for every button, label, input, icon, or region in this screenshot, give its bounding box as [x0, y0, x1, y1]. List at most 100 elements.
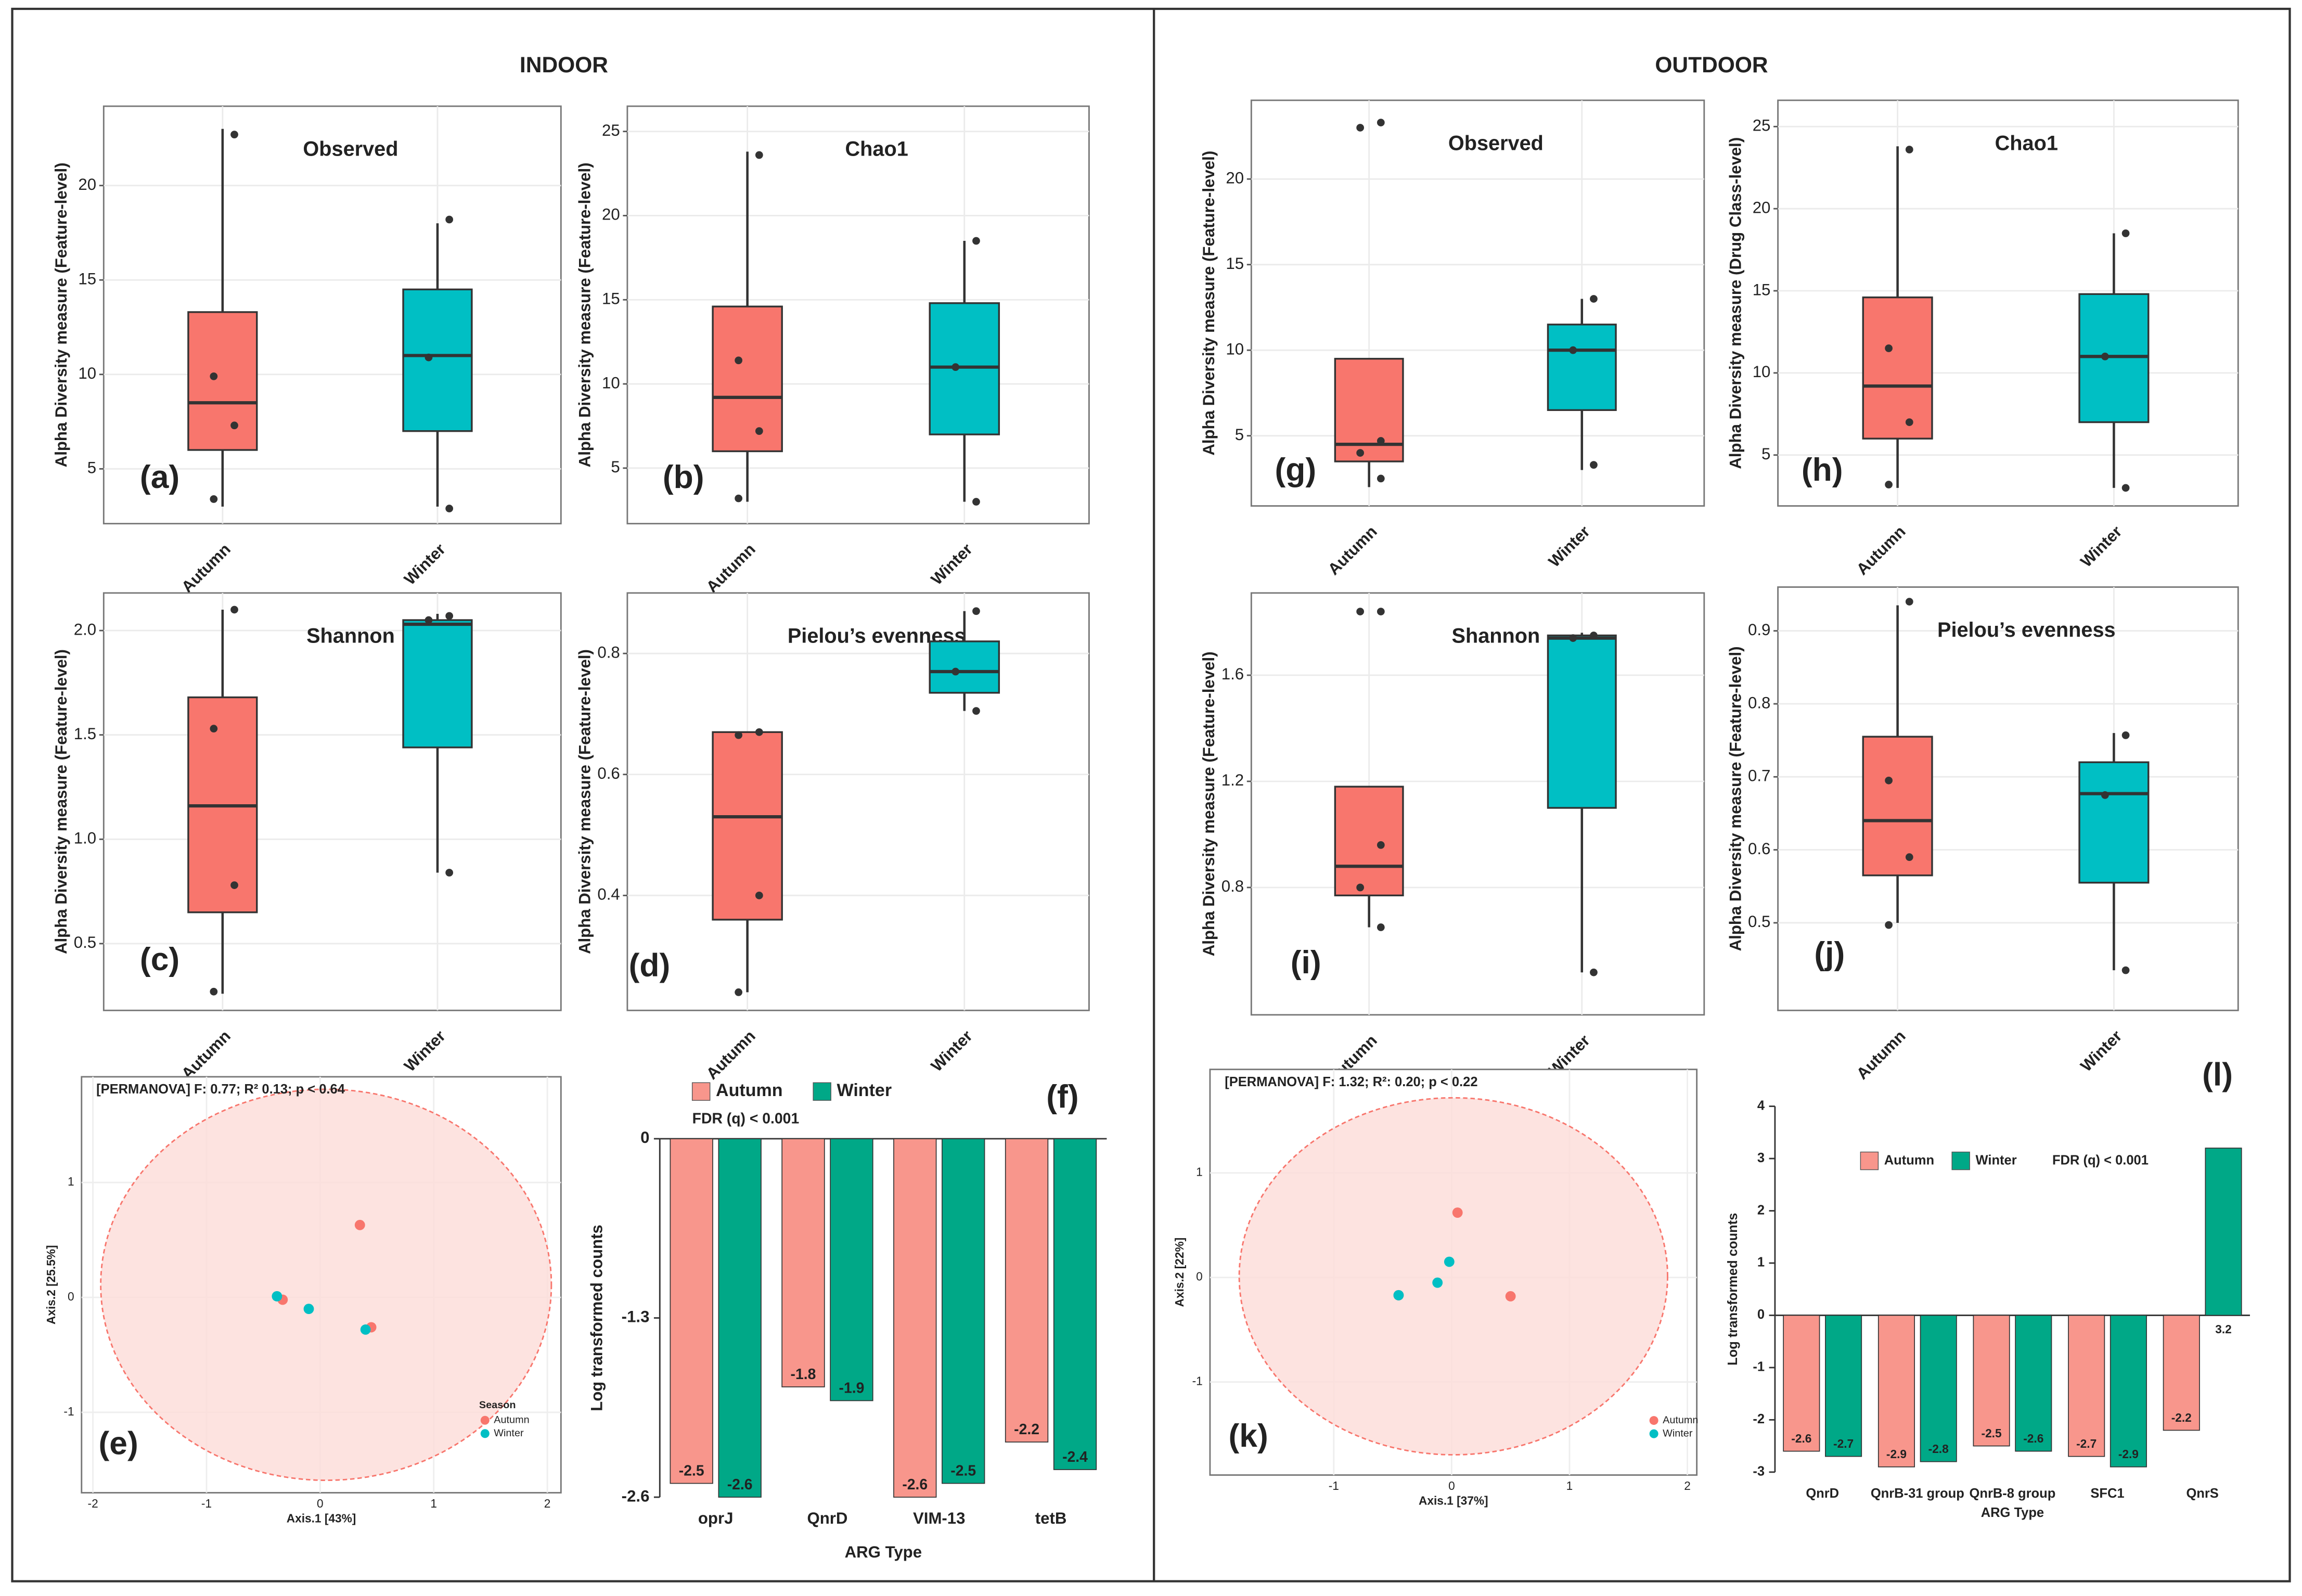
point	[2101, 352, 2109, 361]
x-tick-label: 0	[317, 1497, 324, 1510]
plot-frame	[626, 105, 1090, 525]
annotation: FDR (q) < 0.001	[692, 1111, 800, 1127]
x-tick-label: -2	[88, 1497, 98, 1510]
point	[1377, 437, 1385, 445]
point	[755, 427, 763, 435]
legend-label: Autumn	[1884, 1153, 1934, 1167]
value-label: -2.4	[1062, 1449, 1088, 1465]
point	[1377, 474, 1385, 483]
y-tick-label: 0.8	[597, 643, 620, 661]
y-tick-label: 5	[1761, 445, 1770, 463]
point	[972, 607, 980, 615]
bar	[893, 1138, 937, 1498]
y-tick-label: 5	[611, 458, 620, 476]
y-axis-label: Log transformed counts	[1726, 1213, 1740, 1366]
panel-label: (c)	[140, 942, 179, 977]
y-tick-label: 2.0	[74, 620, 96, 638]
section-title: INDOOR	[520, 53, 608, 78]
bar	[1877, 1315, 1915, 1468]
y-axis-label: Alpha Diversity measure (Feature-level)	[576, 162, 594, 467]
y-tick-label: 15	[78, 269, 96, 288]
legend-label: Winter	[1976, 1153, 2017, 1167]
x-tick-label: 2	[544, 1497, 551, 1510]
point	[735, 494, 743, 503]
y-axis-label: Axis.2 [22%]	[1173, 1238, 1186, 1307]
panel-title: Observed	[303, 138, 398, 161]
panel-title: Observed	[1448, 132, 1544, 155]
point	[951, 363, 960, 371]
point	[1905, 146, 1913, 153]
y-tick-label: -2	[1753, 1412, 1765, 1426]
y-tick-label: 20	[1226, 169, 1244, 187]
x-tick-label: VIM-13	[913, 1509, 966, 1527]
box	[1334, 357, 1404, 462]
point	[2121, 731, 2130, 739]
y-tick-label: 2	[1757, 1203, 1765, 1217]
plot-frame	[1777, 586, 2239, 1011]
y-tick-label: 0.4	[597, 885, 620, 904]
point	[425, 616, 433, 624]
y-axis-label: Alpha Diversity measure (Feature-level)	[52, 649, 70, 954]
value-label: -1.8	[791, 1366, 816, 1383]
y-axis-label: Alpha Diversity measure (Feature-level)	[1726, 646, 1744, 951]
panel-label: (d)	[629, 948, 671, 984]
point	[1905, 418, 1913, 426]
point	[1356, 449, 1365, 457]
x-tick-label: QnrS	[2186, 1486, 2218, 1501]
point	[1505, 1291, 1516, 1302]
point	[210, 725, 218, 733]
y-tick-label: 20	[602, 205, 620, 224]
bar	[718, 1138, 762, 1498]
x-axis-label: Axis.1 [43%]	[287, 1512, 356, 1525]
y-tick-label: 0.7	[1748, 767, 1770, 785]
point	[972, 237, 980, 245]
box	[1862, 296, 1933, 440]
legend-label: Winter	[837, 1080, 892, 1100]
plot-frame	[1250, 99, 1705, 507]
point	[1905, 598, 1913, 606]
y-tick-label: 20	[1753, 198, 1771, 216]
bar	[1053, 1138, 1097, 1470]
bar	[1973, 1315, 2010, 1447]
y-tick-label: 5	[87, 459, 96, 477]
panel-title: Chao1	[845, 138, 908, 161]
y-axis-label: Axis.2 [25.5%]	[44, 1245, 58, 1324]
value-label: -1.9	[839, 1380, 865, 1396]
box	[1334, 786, 1404, 897]
panel-label: (k)	[1229, 1418, 1268, 1454]
point	[1590, 968, 1598, 976]
y-tick-label: 10	[1226, 340, 1244, 358]
x-tick-label: -1	[1329, 1479, 1339, 1492]
panel-label: (j)	[1814, 936, 1845, 972]
bar	[830, 1138, 873, 1401]
x-axis-label: Axis.1 [37%]	[1419, 1494, 1488, 1508]
box	[929, 640, 1000, 694]
point	[1356, 608, 1365, 615]
annotation: [PERMANOVA] F: 1.32; R²: 0.20; p < 0.22	[1225, 1075, 1477, 1089]
x-tick-label: QnrB-8 group	[1970, 1486, 2056, 1501]
point	[951, 667, 960, 676]
point	[755, 151, 763, 159]
point	[735, 988, 743, 996]
value-label: -2.5	[1982, 1426, 2002, 1440]
legend-swatch	[691, 1082, 711, 1101]
y-tick-label: 0	[1757, 1307, 1765, 1322]
y-tick-label: 5	[1235, 426, 1244, 444]
panel-title: Chao1	[1995, 132, 2058, 155]
y-tick-label: -1	[1753, 1360, 1765, 1374]
bar	[670, 1138, 713, 1484]
plot-frame	[1777, 99, 2239, 507]
legend-label: Autumn	[716, 1080, 782, 1100]
y-axis-label: Alpha Diversity measure (Feature-level)	[52, 162, 70, 467]
plot-frame	[102, 592, 562, 1011]
point	[755, 891, 763, 899]
panel-label: (i)	[1291, 945, 1321, 981]
x-axis-label: ARG Type	[1981, 1505, 2044, 1520]
point	[1452, 1207, 1463, 1218]
point	[445, 612, 454, 620]
point	[1444, 1256, 1455, 1267]
point	[1569, 634, 1577, 642]
x-tick-label: 0	[1448, 1479, 1455, 1492]
plot-frame	[102, 105, 562, 525]
